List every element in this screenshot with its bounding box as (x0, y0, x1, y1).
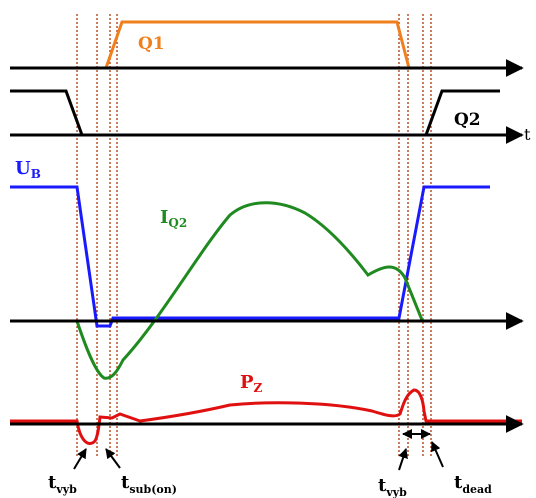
t-vyb-left-label: tvyb (48, 472, 77, 496)
q2-label: Q2 (454, 110, 481, 130)
pointer-t-dead (431, 441, 444, 468)
pz-label: PZ (240, 372, 263, 395)
pz-waveform (10, 388, 522, 445)
pointer-t-sub-on (105, 448, 121, 469)
iq2-waveform (75, 201, 424, 380)
pointer-t-vyb-right (398, 448, 408, 471)
ub-label: UB (15, 158, 41, 181)
iq2-label: IQ2 (160, 207, 187, 230)
t-sub-on-label: tsub(on) (121, 472, 177, 496)
t-vyb-right-label: tvyb (378, 475, 407, 498)
t-dead-label: tdead (454, 472, 492, 496)
q2-axis-t-label: t (524, 125, 531, 144)
time-markers (76, 14, 432, 458)
pointer-t-vyb-left (73, 448, 87, 470)
q2-waveform-right (424, 89, 500, 136)
q2-waveform (10, 89, 84, 136)
ub-waveform (10, 185, 490, 328)
q1-label: Q1 (138, 34, 165, 54)
q1-waveform (104, 20, 411, 69)
